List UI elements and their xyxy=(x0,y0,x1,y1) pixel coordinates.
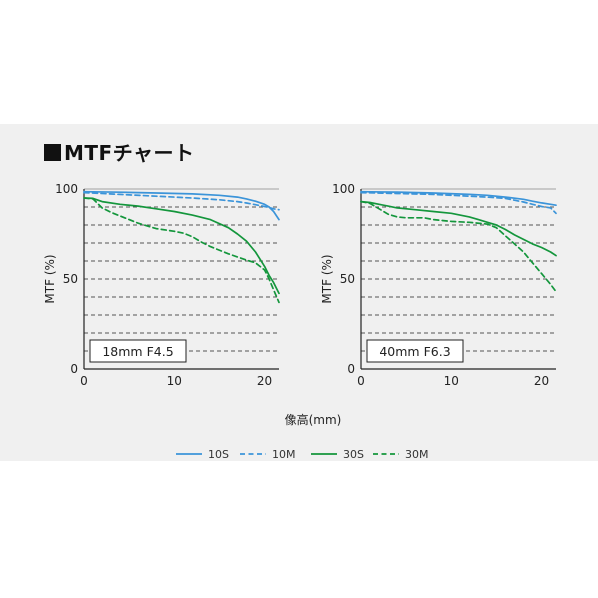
x-tick-label: 10 xyxy=(444,374,459,388)
x-tick-label: 20 xyxy=(534,374,549,388)
page-title: MTFチャート xyxy=(44,137,195,166)
chart-panel xyxy=(0,124,598,461)
y-axis-label: MTF (%) xyxy=(320,254,334,303)
lens-condition-box xyxy=(366,339,464,363)
lens-condition-box xyxy=(89,339,187,363)
x-axis-label: 像高(mm) xyxy=(285,412,342,427)
x-tick-label: 0 xyxy=(357,374,365,388)
y-tick-label: 100 xyxy=(55,182,78,196)
legend-label-30M: 30M xyxy=(405,448,429,461)
series-line-30M xyxy=(360,200,557,293)
y-tick-label: 100 xyxy=(332,182,355,196)
legend-label-10M: 10M xyxy=(272,448,296,461)
series-line-10S xyxy=(360,190,557,207)
y-tick-label: 0 xyxy=(347,362,355,376)
legend-label-30S: 30S xyxy=(343,448,364,461)
series-line-30S xyxy=(83,197,280,295)
series-line-30S xyxy=(360,200,557,257)
y-tick-label: 0 xyxy=(70,362,78,376)
y-axis-label: MTF (%) xyxy=(43,254,57,303)
series-line-10M xyxy=(360,191,557,215)
y-tick-label: 50 xyxy=(63,272,78,286)
x-tick-label: 20 xyxy=(257,374,272,388)
mtf-chart-1: 0 50 100 0 10 20 MTF (%) 18mm F4.5 xyxy=(43,182,280,388)
lens-condition-label: 18mm F4.5 xyxy=(102,344,173,359)
lens-condition-label: 40mm F6.3 xyxy=(379,344,450,359)
series-line-10M xyxy=(83,191,280,211)
x-tick-label: 10 xyxy=(167,374,182,388)
mtf-chart-2: 0 50 100 0 10 20 MTF (%) 40mm F6.3 xyxy=(320,182,557,388)
y-tick-label: 50 xyxy=(340,272,355,286)
series-line-30M xyxy=(83,197,280,304)
series-line-10S xyxy=(83,190,280,221)
page-title-text: MTFチャート xyxy=(64,141,195,165)
square-bullet-icon xyxy=(44,144,61,161)
legend-label-10S: 10S xyxy=(208,448,229,461)
x-tick-label: 0 xyxy=(80,374,88,388)
legend: 10S 10M 30S 30M xyxy=(176,448,429,461)
